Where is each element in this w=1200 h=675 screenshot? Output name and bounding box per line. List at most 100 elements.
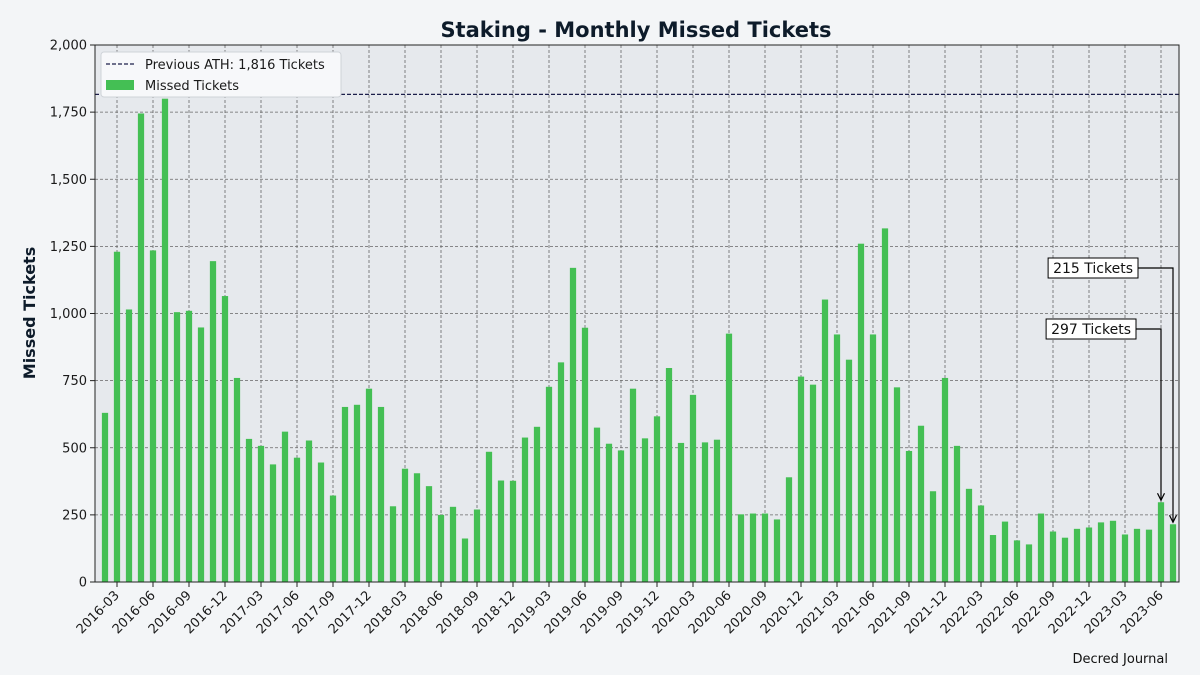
bar-2021-06: [869, 334, 877, 582]
y-tick-label: 1,250: [50, 240, 87, 255]
annotation-label: 297 Tickets: [1051, 322, 1131, 338]
bar-2016-08: [173, 312, 181, 582]
legend: Previous ATH: 1,816 Tickets Missed Ticke…: [100, 51, 342, 98]
bar-2019-03: [545, 386, 553, 582]
bar-2017-09: [329, 495, 337, 582]
bar-2018-12: [509, 480, 517, 582]
bar-2017-03: [257, 445, 265, 582]
bar-2017-11: [353, 404, 361, 582]
legend-box: [100, 51, 342, 98]
bar-2020-04: [701, 442, 709, 582]
bar-2018-01: [377, 406, 385, 582]
bar-2021-02: [821, 299, 829, 582]
y-tick-label: 0: [79, 576, 87, 591]
y-tick-label: 500: [62, 441, 87, 456]
bar-2017-12: [365, 388, 373, 582]
bar-2018-07: [449, 506, 457, 582]
bar-2017-06: [293, 457, 301, 582]
bar-2018-11: [497, 480, 505, 582]
annotation-arrow-line: [1136, 328, 1162, 501]
y-tick-label: 750: [62, 374, 87, 389]
bar-2018-02: [389, 506, 397, 582]
y-tick-label: 1,750: [50, 106, 87, 121]
bar-2022-01: [953, 445, 961, 582]
bar-2021-05: [857, 243, 865, 582]
bar-2023-03: [1121, 534, 1129, 582]
bar-2019-06: [581, 327, 589, 582]
bar-2016-05: [137, 113, 145, 582]
bar-2020-08: [749, 513, 757, 582]
bar-2018-05: [425, 486, 433, 582]
bar-2016-12: [221, 296, 229, 582]
bar-2020-07: [737, 514, 745, 582]
bar-2023-06: [1157, 502, 1165, 582]
bar-2019-12: [653, 416, 661, 582]
bar-2020-06: [725, 333, 733, 582]
bar-2020-10: [773, 519, 781, 582]
x-axis: 2016-032016-062016-092016-122017-032017-…: [74, 582, 1167, 637]
bar-2021-08: [893, 387, 901, 582]
bar-2016-03: [113, 251, 121, 582]
bar-2019-10: [629, 388, 637, 582]
annotation-arrow-line: [1138, 267, 1174, 523]
bar-2016-07: [161, 98, 169, 582]
bar-2021-04: [845, 359, 853, 582]
bar-2017-05: [281, 431, 289, 582]
annotation-arrowhead: [1168, 515, 1178, 524]
bar-2021-03: [833, 334, 841, 582]
annotation-arrowhead: [1156, 492, 1166, 502]
chart-title: Staking - Monthly Missed Tickets: [440, 18, 831, 42]
bar-2020-02: [677, 442, 685, 582]
annotations: 297 Tickets 215 Tickets: [1045, 257, 1178, 524]
bar-2021-01: [809, 384, 817, 582]
y-tick-label: 250: [62, 508, 87, 523]
bar-2017-07: [305, 440, 313, 582]
legend-bar-swatch: [106, 80, 134, 90]
bar-2016-11: [209, 261, 217, 582]
bar-2019-07: [593, 427, 601, 582]
bar-2022-11: [1073, 528, 1081, 582]
bar-2016-09: [185, 310, 193, 582]
bar-2017-01: [233, 377, 241, 582]
chart-credit: Decred Journal: [1072, 652, 1168, 667]
y-tick-label: 2,000: [50, 39, 87, 54]
bar-2019-08: [605, 443, 613, 582]
bar-2016-06: [149, 250, 157, 582]
bar-2019-04: [557, 362, 565, 582]
bar-2023-01: [1097, 522, 1105, 582]
bar-2020-09: [761, 513, 769, 582]
bar-2023-07: [1169, 524, 1177, 582]
bar-2018-06: [437, 514, 445, 582]
y-axis: 0 250 500 750 1,000 1,250 1,500 1,750 2,000: [50, 39, 95, 591]
bar-2023-02: [1109, 520, 1117, 582]
bar-2022-02: [965, 488, 973, 582]
bar-2019-09: [617, 450, 625, 582]
bar-2022-07: [1025, 544, 1033, 582]
legend-series-label: Missed Tickets: [145, 79, 239, 94]
bar-2018-03: [401, 468, 409, 582]
bar-2020-05: [713, 439, 721, 582]
bar-2021-09: [905, 450, 913, 582]
bar-2022-04: [989, 535, 997, 582]
bar-2023-04: [1133, 528, 1141, 582]
bar-2019-11: [641, 438, 649, 582]
bar-2023-05: [1145, 529, 1153, 582]
bar-2022-05: [1001, 521, 1009, 582]
bar-2019-05: [569, 267, 577, 582]
bar-2017-04: [269, 464, 277, 582]
bar-2020-01: [665, 368, 673, 582]
bar-2018-04: [413, 473, 421, 582]
bar-2016-04: [125, 309, 133, 582]
bar-2021-07: [881, 228, 889, 582]
y-tick-label: 1,500: [50, 173, 87, 188]
bar-2022-08: [1037, 513, 1045, 582]
bars: [101, 98, 1177, 582]
bar-2021-10: [917, 425, 925, 582]
bar-2016-02: [101, 412, 109, 582]
legend-ath-label: Previous ATH: 1,816 Tickets: [145, 58, 325, 73]
bar-2022-10: [1061, 537, 1069, 582]
bar-2020-11: [785, 477, 793, 582]
annotation-label: 215 Tickets: [1053, 261, 1133, 277]
bar-2021-12: [941, 377, 949, 582]
